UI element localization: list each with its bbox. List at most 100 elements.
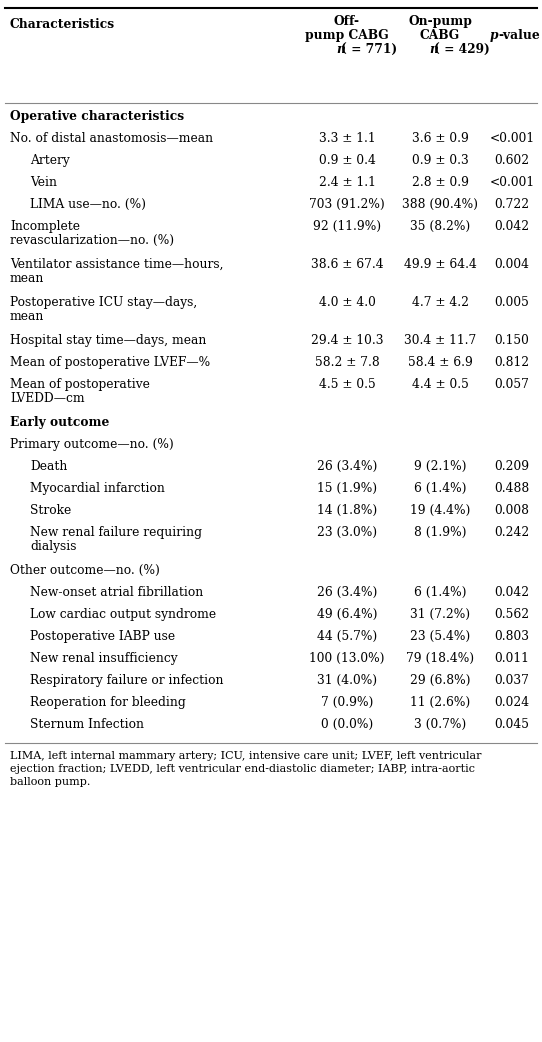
Text: 0.011: 0.011: [494, 652, 530, 665]
Text: Operative characteristics: Operative characteristics: [10, 110, 184, 123]
Text: 58.2 ± 7.8: 58.2 ± 7.8: [314, 356, 379, 369]
Text: 4.0 ± 4.0: 4.0 ± 4.0: [319, 296, 376, 309]
Text: 29.4 ± 10.3: 29.4 ± 10.3: [311, 334, 383, 347]
Text: 703 (91.2%): 703 (91.2%): [309, 198, 385, 210]
Text: revascularization—no. (%): revascularization—no. (%): [10, 234, 174, 247]
Text: mean: mean: [10, 311, 44, 323]
Text: Death: Death: [30, 460, 67, 473]
Text: Low cardiac output syndrome: Low cardiac output syndrome: [30, 607, 216, 621]
Text: 3.6 ± 0.9: 3.6 ± 0.9: [411, 132, 468, 145]
Text: Postoperative ICU stay—days,: Postoperative ICU stay—days,: [10, 296, 197, 309]
Text: Artery: Artery: [30, 154, 70, 167]
Text: 29 (6.8%): 29 (6.8%): [410, 674, 470, 687]
Text: 0.9 ± 0.4: 0.9 ± 0.4: [319, 154, 376, 167]
Text: 26 (3.4%): 26 (3.4%): [317, 586, 377, 599]
Text: 0.004: 0.004: [494, 258, 530, 271]
Text: 388 (90.4%): 388 (90.4%): [402, 198, 478, 210]
Text: 0.005: 0.005: [494, 296, 530, 309]
Text: dialysis: dialysis: [30, 540, 76, 553]
Text: Other outcome—no. (%): Other outcome—no. (%): [10, 564, 160, 577]
Text: ejection fraction; LVEDD, left ventricular end-diastolic diameter; IABP, intra-a: ejection fraction; LVEDD, left ventricul…: [10, 764, 475, 774]
Text: 0.008: 0.008: [494, 504, 530, 517]
Text: 49.9 ± 64.4: 49.9 ± 64.4: [404, 258, 476, 271]
Text: Mean of postoperative LVEF—%: Mean of postoperative LVEF—%: [10, 356, 210, 369]
Text: Sternum Infection: Sternum Infection: [30, 718, 144, 731]
Text: 0.722: 0.722: [494, 198, 530, 210]
Text: mean: mean: [10, 272, 44, 286]
Text: 15 (1.9%): 15 (1.9%): [317, 482, 377, 495]
Text: 0.803: 0.803: [494, 630, 530, 643]
Text: 3.3 ± 1.1: 3.3 ± 1.1: [319, 132, 375, 145]
Text: 31 (4.0%): 31 (4.0%): [317, 674, 377, 687]
Text: New-onset atrial fibrillation: New-onset atrial fibrillation: [30, 586, 203, 599]
Text: 19 (4.4%): 19 (4.4%): [410, 504, 470, 517]
Text: <0.001: <0.001: [489, 176, 534, 189]
Text: <0.001: <0.001: [489, 132, 534, 145]
Text: LIMA, left internal mammary artery; ICU, intensive care unit; LVEF, left ventric: LIMA, left internal mammary artery; ICU,…: [10, 751, 481, 761]
Text: Postoperative IABP use: Postoperative IABP use: [30, 630, 175, 643]
Text: (: (: [434, 43, 440, 56]
Text: Vein: Vein: [30, 176, 57, 189]
Text: 0.150: 0.150: [494, 334, 530, 347]
Text: 0.037: 0.037: [494, 674, 530, 687]
Text: Early outcome: Early outcome: [10, 416, 109, 429]
Text: No. of distal anastomosis—mean: No. of distal anastomosis—mean: [10, 132, 213, 145]
Text: New renal insufficiency: New renal insufficiency: [30, 652, 178, 665]
Text: 0.042: 0.042: [494, 586, 530, 599]
Text: = 429): = 429): [440, 43, 490, 56]
Text: 0.9 ± 0.3: 0.9 ± 0.3: [411, 154, 468, 167]
Text: 0.209: 0.209: [494, 460, 530, 473]
Text: n: n: [336, 43, 345, 56]
Text: Myocardial infarction: Myocardial infarction: [30, 482, 165, 495]
Text: = 771): = 771): [347, 43, 397, 56]
Text: Off-: Off-: [334, 15, 360, 28]
Text: Characteristics: Characteristics: [10, 18, 115, 31]
Text: Primary outcome—no. (%): Primary outcome—no. (%): [10, 438, 174, 451]
Text: 30.4 ± 11.7: 30.4 ± 11.7: [404, 334, 476, 347]
Text: Reoperation for bleeding: Reoperation for bleeding: [30, 696, 186, 709]
Text: 23 (5.4%): 23 (5.4%): [410, 630, 470, 643]
Text: 14 (1.8%): 14 (1.8%): [317, 504, 377, 517]
Text: Hospital stay time—days, mean: Hospital stay time—days, mean: [10, 334, 207, 347]
Text: 92 (11.9%): 92 (11.9%): [313, 220, 381, 233]
Text: 8 (1.9%): 8 (1.9%): [414, 526, 466, 539]
Text: 79 (18.4%): 79 (18.4%): [406, 652, 474, 665]
Text: 0.488: 0.488: [494, 482, 530, 495]
Text: pump CABG: pump CABG: [305, 29, 389, 42]
Text: 6 (1.4%): 6 (1.4%): [414, 586, 466, 599]
Text: Incomplete: Incomplete: [10, 220, 80, 233]
Text: 7 (0.9%): 7 (0.9%): [321, 696, 373, 709]
Text: 4.5 ± 0.5: 4.5 ± 0.5: [319, 378, 376, 391]
Text: Ventilator assistance time—hours,: Ventilator assistance time—hours,: [10, 258, 223, 271]
Text: 44 (5.7%): 44 (5.7%): [317, 630, 377, 643]
Text: (: (: [341, 43, 347, 56]
Text: 0 (0.0%): 0 (0.0%): [321, 718, 373, 731]
Text: 2.8 ± 0.9: 2.8 ± 0.9: [411, 176, 468, 189]
Text: 100 (13.0%): 100 (13.0%): [309, 652, 385, 665]
Text: Stroke: Stroke: [30, 504, 71, 517]
Text: 0.602: 0.602: [494, 154, 530, 167]
Text: 0.045: 0.045: [494, 718, 530, 731]
Text: 0.812: 0.812: [494, 356, 530, 369]
Text: 49 (6.4%): 49 (6.4%): [317, 607, 377, 621]
Text: 31 (7.2%): 31 (7.2%): [410, 607, 470, 621]
Text: On-pump: On-pump: [408, 15, 472, 28]
Text: 0.057: 0.057: [494, 378, 530, 391]
Text: 0.242: 0.242: [494, 526, 530, 539]
Text: 0.042: 0.042: [494, 220, 530, 233]
Text: LVEDD—cm: LVEDD—cm: [10, 392, 85, 405]
Text: Mean of postoperative: Mean of postoperative: [10, 378, 150, 391]
Text: 2.4 ± 1.1: 2.4 ± 1.1: [319, 176, 376, 189]
Text: 26 (3.4%): 26 (3.4%): [317, 460, 377, 473]
Text: 4.4 ± 0.5: 4.4 ± 0.5: [411, 378, 468, 391]
Text: 9 (2.1%): 9 (2.1%): [414, 460, 466, 473]
Text: balloon pump.: balloon pump.: [10, 777, 91, 787]
Text: 0.562: 0.562: [494, 607, 530, 621]
Text: 38.6 ± 67.4: 38.6 ± 67.4: [311, 258, 383, 271]
Text: Respiratory failure or infection: Respiratory failure or infection: [30, 674, 223, 687]
Text: 3 (0.7%): 3 (0.7%): [414, 718, 466, 731]
Text: 35 (8.2%): 35 (8.2%): [410, 220, 470, 233]
Text: -value: -value: [498, 29, 540, 42]
Text: New renal failure requiring: New renal failure requiring: [30, 526, 202, 539]
Text: 4.7 ± 4.2: 4.7 ± 4.2: [411, 296, 468, 309]
